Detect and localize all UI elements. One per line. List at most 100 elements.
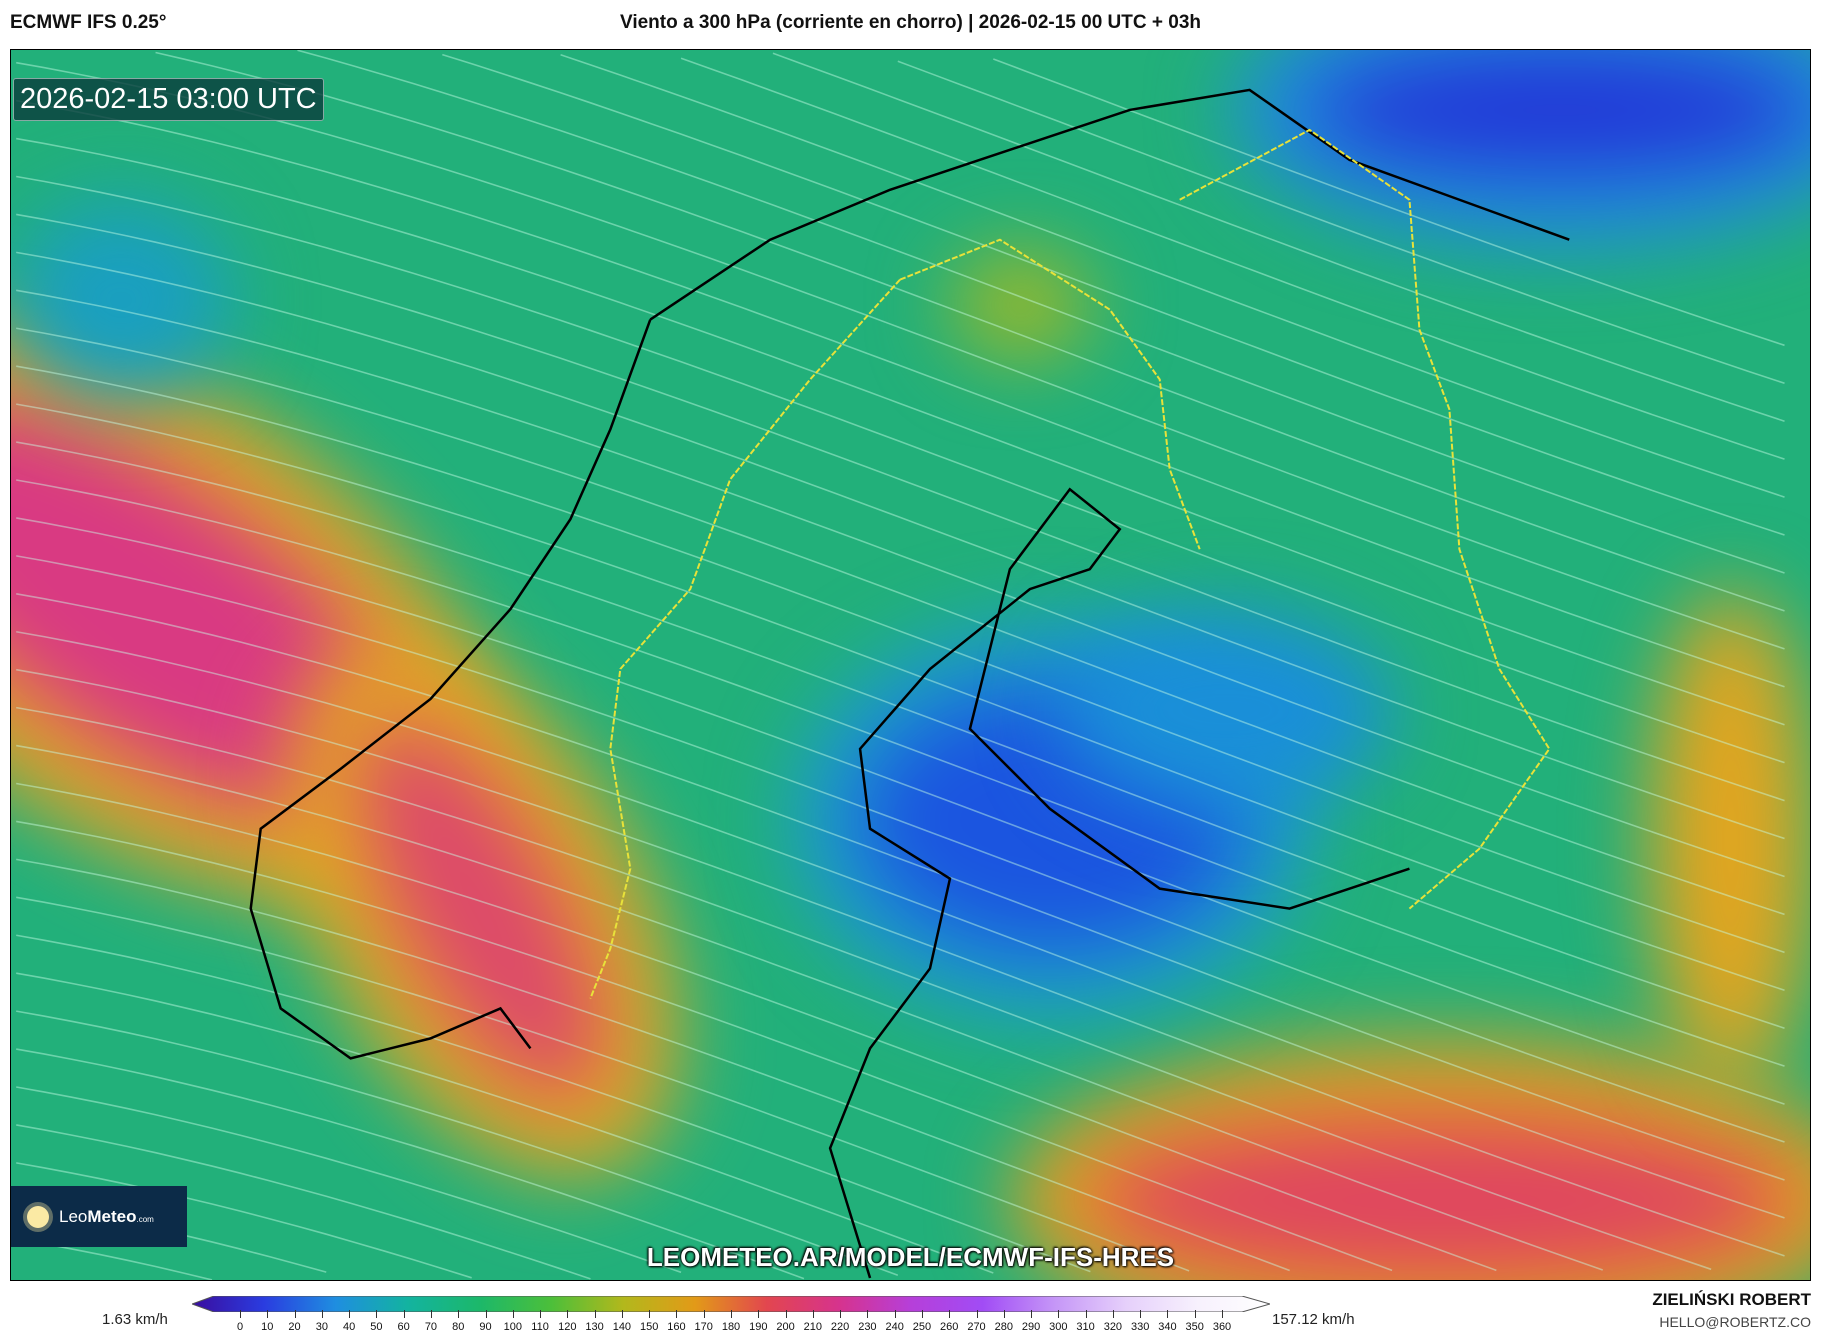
colorbar-tick-label: 310: [1076, 1321, 1095, 1333]
logo-text-suffix: .com: [136, 1215, 154, 1224]
streamline: [560, 54, 1785, 498]
colorbar-tick-label: 110: [531, 1321, 549, 1333]
colorbar-tick: [1194, 1310, 1196, 1318]
wind-map: 2026-02-15 03:00 UTC Leo Meteo .com LEOMET…: [10, 49, 1811, 1281]
colorbar-tick-label: 70: [424, 1321, 438, 1333]
streamline: [16, 896, 1190, 1272]
colorbar-tick-label: 150: [639, 1321, 659, 1333]
colorbar-tick-label: 300: [1049, 1321, 1068, 1333]
jet-core-southeast: [1091, 1120, 1791, 1280]
streamline: [680, 57, 1785, 460]
colorbar-tick-label: 350: [1185, 1321, 1204, 1333]
low-wind-arctic: [1311, 50, 1810, 170]
colorbar: [192, 1296, 1270, 1312]
colorbar-tick-label: 160: [667, 1321, 686, 1333]
streamline: [16, 706, 1712, 1271]
author-email: HELLO@ROBERTZ.CO: [1659, 1314, 1811, 1330]
sun-icon: [27, 1205, 49, 1228]
colorbar-tick-label: 260: [940, 1321, 959, 1333]
colorbar-tick-label: 360: [1212, 1321, 1232, 1333]
leometeo-logo: Leo Meteo .com: [11, 1186, 187, 1247]
colorbar-tick-label: 280: [994, 1321, 1013, 1333]
author-name: ZIELIŃSKI ROBERT: [1652, 1290, 1811, 1309]
streamline: [16, 517, 1785, 1105]
colorbar-tick-label: 290: [1021, 1321, 1041, 1333]
colorbar-tick-label: 100: [503, 1321, 522, 1333]
colorbar-tick: [649, 1310, 651, 1318]
colorbar-tick-label: 190: [749, 1321, 768, 1333]
streamline: [16, 630, 1785, 1219]
colorbar-tick-label: 0: [236, 1321, 244, 1333]
colorbar-tick-label: 320: [1103, 1321, 1123, 1333]
colorbar-tick: [458, 1310, 460, 1318]
colorbar-tick-label: 170: [694, 1321, 713, 1333]
streamline: [16, 744, 1603, 1271]
valid-time-label: 2026-02-15 03:00 UTC: [13, 78, 324, 121]
colorbar-tick: [349, 1310, 351, 1318]
streamline: [16, 61, 1785, 650]
colorbar-tick: [267, 1310, 269, 1318]
colorbar-tick-label: 60: [397, 1321, 410, 1333]
streamline: [16, 1010, 899, 1277]
colorbar-ticks: 0 10 20 30 40 50 60 70 80 90 100 110 120 130 140 150 160…: [0, 1310, 1821, 1336]
colorbar-tick: [567, 1310, 569, 1318]
streamline: [16, 593, 1785, 1181]
colorbar-tick: [812, 1310, 814, 1318]
streamlines: [16, 50, 1785, 1280]
colorbar-tick: [240, 1310, 241, 1318]
streamline: [16, 1162, 472, 1279]
streamline: [16, 934, 1091, 1273]
streamline: [16, 327, 1785, 916]
colorbar-tick-label: 240: [885, 1321, 904, 1333]
colorbar-tick: [1085, 1310, 1087, 1318]
colorbar-tick-label: 40: [342, 1321, 356, 1333]
streamline: [16, 365, 1785, 954]
streamline: [155, 51, 1785, 612]
colorbar-tick-label: 130: [585, 1321, 604, 1333]
jet-edge-east: [1651, 590, 1810, 1090]
border-norway-sweden: [589, 278, 901, 999]
streamline: [297, 50, 1785, 574]
streamline: [993, 58, 1785, 347]
colorbar-tick: [294, 1310, 296, 1318]
streamline: [16, 858, 1290, 1272]
colorbar-tick: [1058, 1310, 1060, 1318]
colorbar-tick-label: 30: [315, 1321, 328, 1333]
colorbar-tick-label: 10: [261, 1321, 274, 1333]
streamline: [772, 52, 1785, 422]
colorbar-tick: [703, 1310, 705, 1318]
chart-title: Viento a 300 hPa (corriente en chorro) |…: [619, 12, 1201, 33]
colorbar-tick-label: 50: [370, 1321, 383, 1333]
watermark-url: LEOMETEO.AR/MODEL/ECMWF-IFS-HRES: [646, 1242, 1175, 1272]
colorbar-tick: [1112, 1310, 1114, 1318]
colorbar-tick-label: 90: [479, 1321, 492, 1333]
streamline: [16, 99, 1785, 688]
border-finland: [899, 128, 1551, 910]
colorbar-tick: [867, 1310, 869, 1318]
yellow-lapland: [951, 250, 1091, 360]
streamline: [16, 668, 1785, 1257]
streamline: [897, 60, 1785, 385]
streamline: [16, 175, 1785, 764]
streamline: [16, 820, 1393, 1272]
logo-text-meteo: Meteo: [87, 1206, 137, 1226]
colorbar-tick: [731, 1310, 732, 1318]
colorbar-tick-label: 180: [721, 1321, 741, 1333]
streamline: [442, 53, 1785, 536]
colorbar-tick: [403, 1310, 405, 1318]
streamline: [16, 251, 1785, 840]
streamline: [16, 782, 1497, 1272]
colorbar-tick: [894, 1310, 896, 1318]
teal-west: [11, 200, 231, 400]
colorbar-tick-label: 140: [612, 1321, 632, 1333]
colorbar-tick: [376, 1310, 378, 1318]
coastline-scandinavia: [249, 88, 1570, 1279]
streamline: [16, 479, 1785, 1067]
streamline: [16, 1086, 682, 1274]
colorbar-tick: [1167, 1310, 1169, 1318]
colorbar-tick: [676, 1310, 678, 1318]
colorbar-tick: [485, 1310, 487, 1318]
colorbar-tick-label: 220: [830, 1321, 850, 1333]
colorbar-tick: [785, 1310, 787, 1318]
colorbar-tick-label: 340: [1158, 1321, 1177, 1333]
